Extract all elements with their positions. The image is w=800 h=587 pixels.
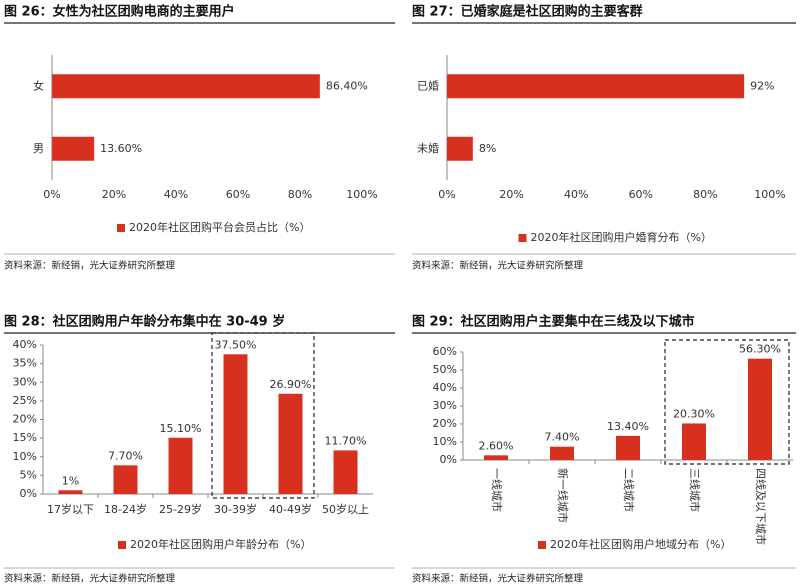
x-tick-label: 30-39岁 — [214, 502, 257, 516]
x-tick-label: 60% — [226, 188, 250, 201]
chart-panel: 图 29：社区团购用户主要集中在三线及以下城市资料来源：新经销，光大证券研究所整… — [412, 314, 796, 585]
legend-label: 2020年社区团购用户地域分布（%） — [550, 537, 731, 551]
legend-swatch — [118, 541, 126, 549]
bar — [484, 455, 508, 460]
y-tick-label: 未婚 — [417, 141, 439, 155]
x-tick-label: 100% — [346, 188, 377, 201]
source-note: 资料来源：新经销，光大证券研究所整理 — [4, 573, 176, 585]
y-tick-label: 0% — [20, 487, 37, 500]
value-label: 37.50% — [215, 338, 257, 351]
y-tick-label: 40% — [433, 381, 457, 394]
y-tick-label: 30% — [433, 399, 457, 412]
bar — [52, 136, 95, 161]
chart-title: 图 26：女性为社区团购电商的主要用户 — [4, 4, 235, 20]
value-label: 11.70% — [325, 434, 367, 447]
bar — [278, 393, 303, 494]
y-tick-label: 40% — [13, 338, 37, 351]
chart-title: 图 28：社区团购用户年龄分布集中在 30-49 岁 — [4, 314, 285, 330]
legend-label: 2020年社区团购平台会员占比（%） — [129, 220, 310, 234]
y-tick-label: 已婚 — [417, 78, 439, 92]
y-tick-label: 25% — [13, 394, 37, 407]
x-tick-label: 20% — [499, 188, 523, 201]
source-note: 资料来源：新经销，光大证券研究所整理 — [412, 573, 584, 585]
y-tick-label: 0% — [440, 453, 457, 466]
bar — [58, 490, 83, 494]
value-label: 13.40% — [607, 420, 649, 433]
x-tick-label: 100% — [754, 188, 785, 201]
value-label: 8% — [479, 142, 496, 155]
y-tick-label: 15% — [13, 431, 37, 444]
value-label: 26.90% — [270, 378, 312, 391]
x-tick-label: 25-29岁 — [159, 502, 202, 516]
y-tick-label: 男 — [33, 142, 44, 155]
bar — [447, 136, 473, 161]
y-tick-label: 20% — [433, 417, 457, 430]
value-label: 86.40% — [326, 79, 368, 92]
x-tick-label: 40% — [164, 188, 188, 201]
chart-panel: 图 28：社区团购用户年龄分布集中在 30-49 岁资料来源：新经销，光大证券研… — [4, 314, 395, 585]
y-tick-label: 10% — [433, 435, 457, 448]
bar — [52, 74, 320, 99]
x-tick-label: 二线城市 — [622, 468, 636, 512]
x-tick-label: 一线城市 — [490, 468, 504, 512]
x-tick-label: 四线及以下城市 — [754, 468, 768, 545]
bar — [333, 450, 358, 494]
value-label: 2.60% — [479, 439, 514, 452]
y-tick-label: 20% — [13, 413, 37, 426]
legend-label: 2020年社区团购用户年龄分布（%） — [130, 537, 311, 551]
x-tick-label: 17岁以下 — [47, 502, 94, 516]
x-tick-label: 80% — [288, 188, 312, 201]
value-label: 15.10% — [160, 422, 202, 435]
y-tick-label: 女 — [33, 78, 44, 92]
source-note: 资料来源：新经销，光大证券研究所整理 — [412, 260, 584, 272]
x-tick-label: 新一线城市 — [556, 468, 570, 523]
x-tick-label: 20% — [102, 188, 126, 201]
value-label: 56.30% — [739, 343, 781, 356]
value-label: 7.70% — [108, 449, 143, 462]
bar — [113, 465, 138, 494]
chart-title: 图 27：已婚家庭是社区团购的主要客群 — [412, 4, 643, 20]
source-note: 资料来源：新经销，光大证券研究所整理 — [4, 260, 176, 272]
bar — [223, 354, 248, 494]
legend-swatch — [538, 541, 546, 549]
x-tick-label: 50岁以上 — [322, 502, 369, 516]
bar — [748, 358, 772, 460]
bar — [616, 435, 640, 460]
y-tick-label: 50% — [433, 363, 457, 376]
y-tick-label: 5% — [20, 468, 37, 481]
legend-swatch — [117, 224, 125, 232]
legend-swatch — [518, 234, 527, 242]
x-tick-label: 40% — [564, 188, 588, 201]
chart-title: 图 29：社区团购用户主要集中在三线及以下城市 — [412, 314, 695, 330]
value-label: 7.40% — [545, 431, 580, 444]
x-tick-label: 0% — [438, 188, 455, 201]
value-label: 13.60% — [100, 142, 142, 155]
x-tick-label: 三线城市 — [688, 468, 702, 512]
x-tick-label: 80% — [693, 188, 717, 201]
value-label: 92% — [750, 79, 774, 92]
highlight-box — [664, 339, 790, 465]
bar — [447, 74, 745, 99]
x-tick-label: 60% — [629, 188, 653, 201]
y-tick-label: 35% — [13, 357, 37, 370]
highlight-box — [211, 332, 315, 499]
bar — [682, 423, 706, 460]
value-label: 20.30% — [673, 407, 715, 420]
y-tick-label: 30% — [13, 375, 37, 388]
x-tick-label: 0% — [43, 188, 60, 201]
bar — [168, 437, 193, 494]
x-tick-label: 18-24岁 — [104, 502, 147, 516]
bar — [550, 446, 574, 460]
legend-label: 2020年社区团购用户婚育分布（%） — [531, 230, 712, 244]
y-tick-label: 10% — [13, 450, 37, 463]
y-tick-label: 60% — [433, 345, 457, 358]
x-tick-label: 40-49岁 — [269, 502, 312, 516]
value-label: 1% — [62, 474, 79, 487]
